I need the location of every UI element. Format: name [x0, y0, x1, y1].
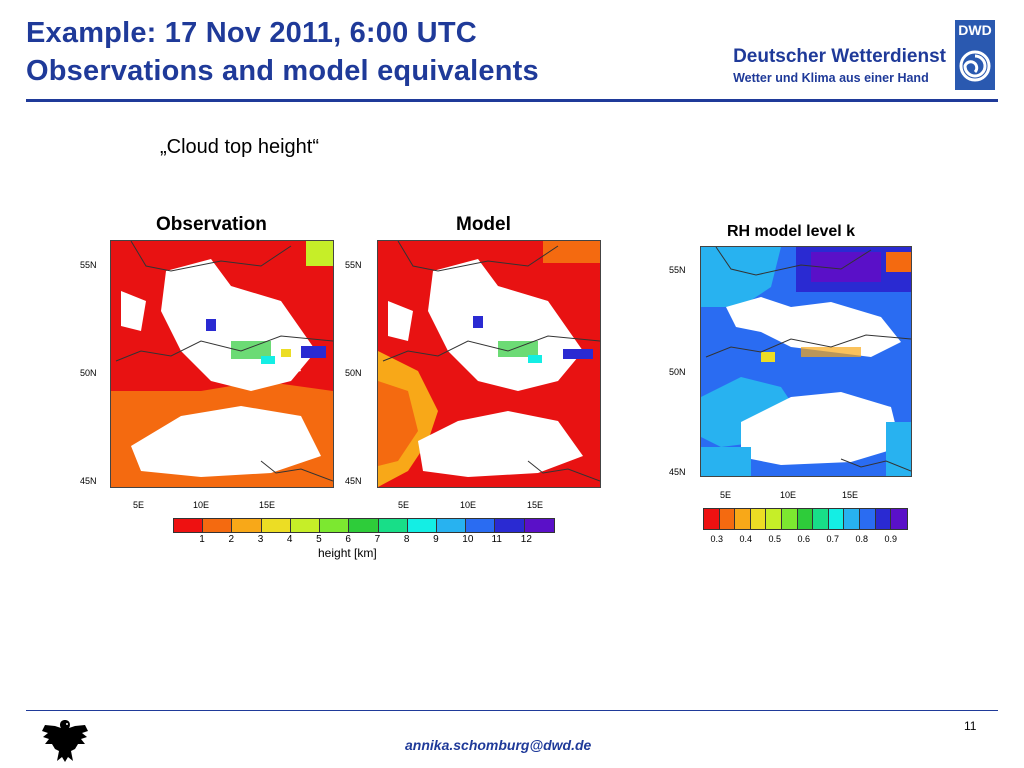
- colorbar-swatch: [232, 519, 262, 532]
- colorbar-swatch: [290, 519, 321, 532]
- colorbar-swatch: [750, 509, 767, 529]
- colorbar-tick-label: 5: [316, 534, 322, 545]
- rh-lon-tick: 10E: [780, 490, 797, 500]
- org-tagline: Wetter und Klima aus einer Hand: [733, 71, 929, 85]
- rh-lon-tick: 5E: [720, 490, 732, 500]
- observation-map: [110, 240, 334, 488]
- rh-lon-tick: 15E: [842, 490, 859, 500]
- obs-lon-tick: 15E: [259, 500, 276, 510]
- model-map: [377, 240, 601, 488]
- colorbar-swatch: [466, 519, 496, 532]
- colorbar-tick-label: 0.5: [768, 534, 782, 544]
- colorbar-swatch: [495, 519, 525, 532]
- colorbar-swatch: [828, 509, 845, 529]
- slide-title-line2: Observations and model equivalents: [26, 55, 539, 87]
- colorbar-tick-label: 1: [199, 534, 205, 545]
- obs-lat-tick: 55N: [80, 260, 97, 270]
- colorbar-swatch: [704, 509, 720, 529]
- obs-lat-tick: 50N: [80, 368, 97, 378]
- colorbar-swatch: [860, 509, 876, 529]
- model-lat-tick: 55N: [345, 260, 362, 270]
- colorbar-tick-label: 4: [286, 534, 293, 545]
- height-colorbar: [173, 518, 555, 533]
- height-colorbar-title: height [km]: [318, 546, 377, 560]
- footer-email: annika.schomburg@dwd.de: [405, 737, 592, 753]
- model-lon-tick: 5E: [398, 500, 410, 510]
- colorbar-swatch: [766, 509, 783, 529]
- colorbar-swatch: [174, 519, 204, 532]
- colorbar-swatch: [735, 509, 751, 529]
- dwd-logo: DWD: [955, 20, 995, 90]
- observation-title: Observation: [156, 214, 267, 235]
- model-title: Model: [456, 214, 511, 235]
- colorbar-tick-label: 9: [433, 534, 439, 545]
- colorbar-swatch: [524, 519, 554, 532]
- model-lon-tick: 10E: [460, 500, 477, 510]
- colorbar-tick-label: 6: [345, 534, 351, 545]
- colorbar-swatch: [782, 509, 798, 529]
- slide-title-line1: Example: 17 Nov 2011, 6:00 UTC: [26, 17, 477, 49]
- colorbar-tick-label: 0.9: [884, 534, 898, 544]
- colorbar-swatch: [261, 519, 291, 532]
- colorbar-swatch: [875, 509, 892, 529]
- colorbar-swatch: [203, 519, 233, 532]
- rh-colorbar: [703, 508, 908, 530]
- colorbar-tick-label: 0.3: [710, 534, 724, 544]
- colorbar-swatch: [719, 509, 736, 529]
- colorbar-tick-label: 7: [374, 534, 381, 545]
- rh-lat-tick: 50N: [669, 367, 686, 377]
- colorbar-tick-label: 2: [228, 534, 235, 545]
- dwd-logo-label: DWD: [958, 22, 992, 38]
- rh-map: [700, 246, 912, 477]
- colorbar-tick-label: 0.6: [797, 534, 811, 544]
- footer-divider: [26, 710, 998, 711]
- colorbar-tick-label: 3: [257, 534, 264, 545]
- colorbar-tick-label: 0.7: [826, 534, 840, 544]
- model-lat-tick: 45N: [345, 476, 362, 486]
- rh-lat-tick: 45N: [669, 467, 686, 477]
- model-lon-tick: 15E: [527, 500, 544, 510]
- colorbar-swatch: [320, 519, 350, 532]
- colorbar-tick-label: 0.4: [739, 534, 753, 544]
- title-divider: [26, 99, 998, 102]
- page-number: 11: [964, 719, 977, 733]
- colorbar-tick-label: 10: [462, 534, 474, 545]
- colorbar-swatch: [349, 519, 379, 532]
- federal-eagle-icon: [42, 720, 88, 762]
- colorbar-swatch: [407, 519, 437, 532]
- model-lat-tick: 50N: [345, 368, 362, 378]
- colorbar-tick-label: 11: [491, 534, 502, 545]
- swirl-icon: [959, 50, 991, 82]
- obs-lon-tick: 10E: [193, 500, 210, 510]
- slide-subtitle: „Cloud top height“: [160, 136, 319, 158]
- dwd-wordmark: Deutscher Wetterdienst Wetter und Klima …: [733, 46, 946, 87]
- colorbar-swatch: [844, 509, 861, 529]
- obs-lon-tick: 5E: [133, 500, 145, 510]
- org-name: Deutscher Wetterdienst: [733, 46, 946, 67]
- colorbar-swatch: [378, 519, 408, 532]
- colorbar-swatch: [891, 509, 907, 529]
- colorbar-tick-label: 0.8: [855, 534, 869, 544]
- rh-title: RH model level k: [727, 223, 856, 240]
- colorbar-tick-label: 12: [520, 534, 532, 545]
- colorbar-tick-label: 8: [403, 534, 410, 545]
- colorbar-swatch: [797, 509, 814, 529]
- rh-lat-tick: 55N: [669, 265, 686, 275]
- obs-lat-tick: 45N: [80, 476, 97, 486]
- colorbar-swatch: [436, 519, 467, 532]
- colorbar-swatch: [813, 509, 829, 529]
- slide-title: Example: 17 Nov 2011, 6:00 UTC Observati…: [26, 14, 539, 90]
